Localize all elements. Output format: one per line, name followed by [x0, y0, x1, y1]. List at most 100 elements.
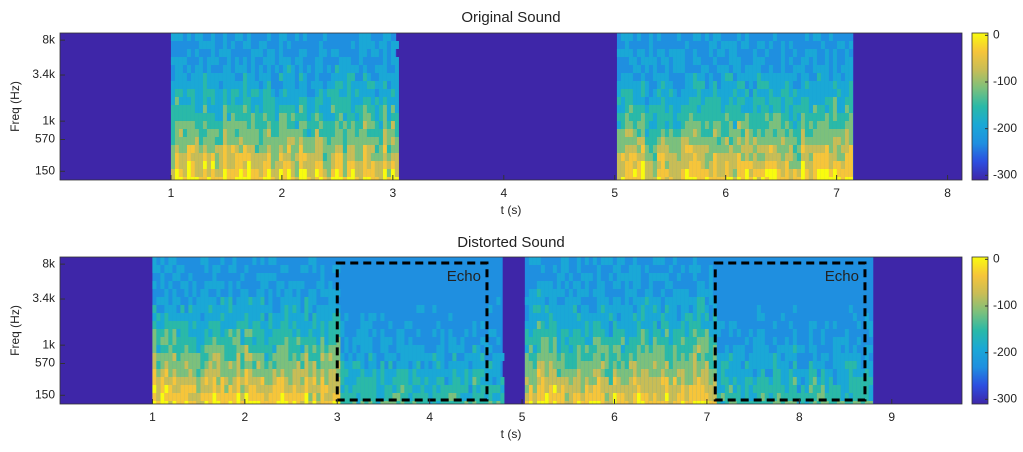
texture-cell — [310, 153, 315, 161]
texture-cell — [240, 273, 245, 281]
texture-cell — [800, 57, 805, 65]
texture-cell — [844, 401, 849, 404]
texture-cell — [268, 273, 273, 281]
texture-cell — [688, 153, 693, 161]
texture-cell — [252, 257, 257, 265]
texture-cell — [228, 313, 233, 321]
texture-cell — [696, 145, 701, 153]
texture-cell — [540, 297, 545, 305]
texture-cell — [680, 377, 685, 385]
texture-cell — [832, 65, 837, 73]
texture-cell — [248, 337, 253, 345]
texture-cell — [208, 281, 213, 289]
texture-cell — [632, 329, 637, 337]
texture-cell — [292, 385, 297, 393]
texture-cell — [820, 329, 825, 337]
texture-cell — [206, 81, 211, 89]
texture-cell — [664, 321, 669, 329]
texture-cell — [624, 297, 629, 305]
texture-cell — [704, 337, 709, 345]
texture-cell — [168, 361, 173, 369]
texture-cell — [548, 361, 553, 369]
texture-cell — [208, 297, 213, 305]
texture-cell — [812, 393, 817, 401]
echo-label: Echo — [447, 268, 481, 285]
texture-cell — [628, 265, 633, 273]
texture-cell — [386, 153, 391, 161]
texture-cell — [664, 161, 669, 169]
texture-cell — [164, 393, 169, 401]
texture-cell — [262, 105, 267, 113]
texture-cell — [572, 321, 577, 329]
texture-cell — [544, 353, 549, 361]
texture-cell — [740, 393, 745, 401]
texture-cell — [304, 369, 309, 377]
texture-cell — [628, 385, 633, 393]
texture-cell — [632, 113, 637, 121]
texture-cell — [234, 81, 239, 89]
texture-cell — [732, 169, 737, 177]
texture-cell — [192, 313, 197, 321]
texture-cell — [382, 89, 387, 97]
texture-cell — [616, 97, 621, 105]
texture-cell — [216, 281, 221, 289]
texture-cell — [328, 281, 333, 289]
colorbar-tick-label: -200 — [993, 121, 1017, 135]
texture-cell — [680, 321, 685, 329]
texture-cell — [394, 89, 399, 97]
texture-cell — [720, 353, 725, 361]
texture-cell — [168, 313, 173, 321]
texture-cell — [346, 169, 351, 177]
texture-cell — [616, 145, 621, 153]
texture-cell — [636, 265, 641, 273]
texture-cell — [226, 121, 231, 129]
texture-cell — [306, 113, 311, 121]
texture-cell — [348, 393, 353, 401]
texture-cell — [492, 329, 497, 337]
texture-cell — [386, 129, 391, 137]
texture-cell — [266, 73, 271, 81]
texture-cell — [366, 177, 371, 180]
texture-cell — [496, 401, 501, 404]
texture-cell — [210, 169, 215, 177]
texture-cell — [386, 73, 391, 81]
texture-cell — [472, 393, 477, 401]
texture-cell — [392, 385, 397, 393]
texture-cell — [556, 321, 561, 329]
texture-cell — [584, 385, 589, 393]
texture-cell — [708, 377, 713, 385]
texture-cell — [612, 297, 617, 305]
texture-cell — [636, 281, 641, 289]
texture-cell — [214, 129, 219, 137]
texture-cell — [400, 345, 405, 353]
texture-cell — [844, 73, 849, 81]
texture-cell — [178, 113, 183, 121]
texture-cell — [624, 97, 629, 105]
texture-cell — [294, 105, 299, 113]
texture-cell — [740, 137, 745, 145]
texture-cell — [222, 105, 227, 113]
texture-cell — [290, 97, 295, 105]
texture-cell — [198, 129, 203, 137]
texture-cell — [856, 353, 861, 361]
texture-cell — [238, 89, 243, 97]
texture-cell — [320, 273, 325, 281]
texture-cell — [264, 345, 269, 353]
texture-cell — [306, 97, 311, 105]
texture-cell — [604, 385, 609, 393]
texture-cell — [328, 361, 333, 369]
texture-cell — [732, 129, 737, 137]
texture-cell — [688, 73, 693, 81]
texture-cell — [218, 113, 223, 121]
texture-cell — [326, 105, 331, 113]
texture-cell — [366, 73, 371, 81]
texture-cell — [436, 345, 441, 353]
texture-cell — [338, 145, 343, 153]
texture-cell — [712, 353, 717, 361]
texture-cell — [242, 161, 247, 169]
texture-cell — [624, 145, 629, 153]
texture-cell — [390, 137, 395, 145]
texture-cell — [318, 129, 323, 137]
texture-cell — [270, 105, 275, 113]
texture-cell — [628, 105, 633, 113]
